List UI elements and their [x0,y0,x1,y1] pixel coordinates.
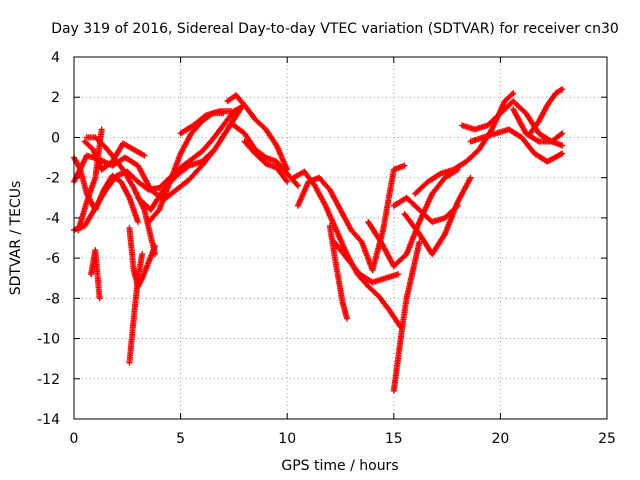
x-tick-label: 10 [278,431,296,447]
y-tick-label: -2 [46,171,60,187]
series-sat-t [390,239,423,394]
y-tick-label: -14 [37,412,60,428]
series-sat-h [88,247,103,302]
y-tick-label: -12 [37,372,60,388]
series-sat-r [326,222,350,322]
series-sat-s [331,239,402,286]
axis-ticks [73,56,608,420]
plot-frame [73,56,608,420]
x-tick-label: 5 [176,431,185,447]
y-tick-label: 2 [51,90,60,106]
x-tick-label: 15 [385,431,403,447]
chart-title: Day 319 of 2016, Sidereal Day-to-day VTE… [51,21,619,37]
x-axis-label: GPS time / hours [281,458,398,474]
series-sat-i [75,126,105,233]
y-tick-label: -4 [46,211,60,227]
y-tick-labels: -14 -12 -10 -8 -6 -4 -2 0 2 4 [37,50,60,428]
series-sat-o [241,138,291,185]
y-axis-label: SDTVAR / TECUs [8,181,24,296]
y-tick-label: -10 [37,332,60,348]
x-tick-label: 25 [598,431,616,447]
series-sat-aa [510,106,566,149]
series-sat-w [401,174,474,258]
series-sat-m [224,92,291,173]
series-sat-z [467,126,566,165]
x-tick-label: 0 [70,431,79,447]
x-tick-label: 20 [491,431,509,447]
y-tick-label: 0 [51,130,60,146]
y-tick-label: 4 [51,50,60,66]
series-sat-g [126,251,146,366]
y-tick-label: -8 [46,291,60,307]
y-tick-label: -6 [46,251,60,267]
series-sat-ab [527,86,566,137]
series-sat-l [177,108,235,137]
x-tick-labels: 0 5 10 15 20 25 [70,431,616,447]
series-sat-n [230,122,301,189]
